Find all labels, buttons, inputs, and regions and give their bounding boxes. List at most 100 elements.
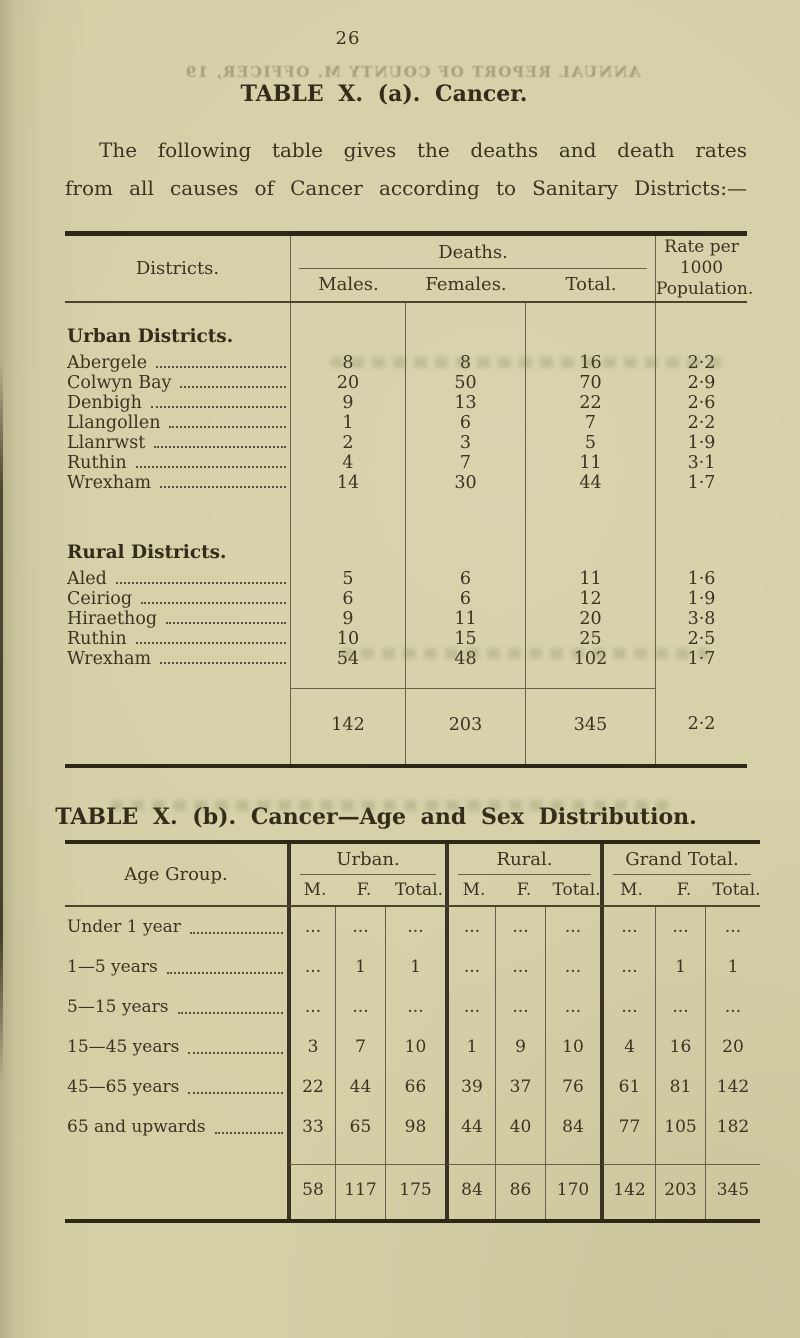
totals-grand-m: 142 xyxy=(600,1164,655,1219)
cell-urban-f: 65 xyxy=(335,1107,385,1147)
age-label: 45—65 years xyxy=(67,1077,180,1097)
col-header-rural-group: Rural. M. F. Total. xyxy=(445,844,601,905)
table-a-totals-row: 142 203 345 2·2 xyxy=(65,688,747,764)
rate-value: 2·2 xyxy=(655,353,747,373)
dot-leader xyxy=(188,1052,283,1054)
rate-value: 1·9 xyxy=(655,589,747,609)
rural-group-label: Rural. xyxy=(496,849,553,870)
district-row-denbigh: Denbigh 9 13 22 2·6 xyxy=(65,393,747,413)
males-value: 8 xyxy=(290,353,405,373)
males-value: 2 xyxy=(290,433,405,453)
cell-urban-f: 44 xyxy=(335,1067,385,1107)
district-row-ruthin-rural: Ruthin 10 15 25 2·5 xyxy=(65,629,747,649)
district-label: Llanrwst xyxy=(67,433,146,453)
rate-line-1: Rate per xyxy=(664,237,739,257)
males-value: 20 xyxy=(290,373,405,393)
district-label: Wrexham xyxy=(67,473,152,493)
table-a-title: TABLE X. (a). Cancer. xyxy=(240,81,528,107)
dot-leader xyxy=(135,642,286,644)
females-value: 3 xyxy=(405,433,525,453)
dot-leader xyxy=(115,582,286,584)
dot-leader xyxy=(169,426,286,428)
cell-grand-m: ... xyxy=(600,907,655,947)
cell-urban-total: 1 xyxy=(385,947,445,987)
cell-urban-m: ... xyxy=(287,907,335,947)
urban-total-header: Total. xyxy=(394,880,444,900)
col-header-males: Males. xyxy=(318,274,379,295)
cell-grand-m: 61 xyxy=(600,1067,655,1107)
cell-urban-total: 66 xyxy=(385,1067,445,1107)
age-row-15-45: 15—45 years 3 7 10 1 9 10 4 16 20 xyxy=(65,1027,760,1067)
total-value: 5 xyxy=(525,433,655,453)
total-value: 12 xyxy=(525,589,655,609)
females-value: 6 xyxy=(405,569,525,589)
age-label: 65 and upwards xyxy=(67,1117,206,1137)
dot-leader xyxy=(150,406,286,408)
col-header-rate: Rate per 1000 Population. xyxy=(655,236,753,301)
females-value: 13 xyxy=(405,393,525,413)
table-b-totals-gap xyxy=(65,1147,760,1164)
cell-urban-f: 7 xyxy=(335,1027,385,1067)
district-row-wrexham-rural: Wrexham 54 48 102 1·7 xyxy=(65,649,747,669)
totals-urban-f: 117 xyxy=(335,1164,385,1219)
cell-grand-m: 77 xyxy=(600,1107,655,1147)
cell-urban-total: 10 xyxy=(385,1027,445,1067)
totals-urban-m: 58 xyxy=(287,1164,335,1219)
cell-urban-m: ... xyxy=(287,987,335,1027)
intro-line-1: The following table gives the deaths and… xyxy=(99,138,747,162)
totals-females: 203 xyxy=(405,688,525,764)
dot-leader xyxy=(166,622,286,624)
cell-grand-m: ... xyxy=(600,947,655,987)
deaths-underline xyxy=(299,268,647,269)
cell-urban-f: 1 xyxy=(335,947,385,987)
district-row-wrexham-urban: Wrexham 14 30 44 1·7 xyxy=(65,473,747,493)
show-through-smudge xyxy=(110,800,670,811)
males-value: 10 xyxy=(290,629,405,649)
deaths-subheaders: Males. Females. Total. xyxy=(291,269,655,301)
show-through-smudge xyxy=(330,357,730,368)
females-value: 6 xyxy=(405,589,525,609)
totals-rural-m: 84 xyxy=(445,1164,495,1219)
dot-leader xyxy=(214,1132,283,1134)
district-label: Aled xyxy=(67,569,107,589)
total-value: 16 xyxy=(525,353,655,373)
rate-value: 2·2 xyxy=(655,413,747,433)
show-through-text: ANNUAL REPORT OF COUNTY M. OFFICER, 19 xyxy=(184,63,641,81)
rural-m-header: M. xyxy=(462,880,486,900)
cell-rural-m: ... xyxy=(445,947,495,987)
urban-group-label: Urban. xyxy=(336,849,400,870)
table-b: Age Group. Urban. M. F. Total. Rural. M.… xyxy=(65,840,761,1223)
dot-leader xyxy=(154,446,286,448)
cell-rural-f: 9 xyxy=(495,1027,545,1067)
col-header-urban-group: Urban. M. F. Total. xyxy=(287,844,445,905)
rate-value: 3·8 xyxy=(655,609,747,629)
section-header-rural: Rural Districts. xyxy=(65,493,747,569)
cell-rural-m: 1 xyxy=(445,1027,495,1067)
cell-grand-total: 20 xyxy=(705,1027,760,1067)
rate-value: 3·1 xyxy=(655,453,747,473)
age-row-1-5: 1—5 years ... 1 1 ... ... ... ... 1 1 xyxy=(65,947,760,987)
cell-rural-f: 40 xyxy=(495,1107,545,1147)
cell-rural-total: ... xyxy=(545,947,600,987)
grand-total-underline xyxy=(613,874,751,875)
cell-urban-m: 22 xyxy=(287,1067,335,1107)
col-header-grand-total-group: Grand Total. M. F. Total. xyxy=(600,844,761,905)
cell-grand-total: ... xyxy=(705,907,760,947)
females-value: 6 xyxy=(405,413,525,433)
males-value: 9 xyxy=(290,393,405,413)
urban-f-header: F. xyxy=(356,880,372,900)
rate-value: 1·6 xyxy=(655,569,747,589)
age-label: 15—45 years xyxy=(67,1037,180,1057)
col-header-females: Females. xyxy=(425,274,507,295)
totals-grand-f: 203 xyxy=(655,1164,705,1219)
cell-rural-total: ... xyxy=(545,987,600,1027)
district-row-llanrwst: Llanrwst 2 3 5 1·9 xyxy=(65,433,747,453)
page-edge-shadow xyxy=(0,360,3,1080)
cell-grand-m: ... xyxy=(600,987,655,1027)
age-row-5-15: 5—15 years ... ... ... ... ... ... ... .… xyxy=(65,987,760,1027)
table-a-header: Districts. Deaths. Males. Females. Total… xyxy=(65,236,753,303)
dot-leader xyxy=(160,486,286,488)
cell-rural-f: 37 xyxy=(495,1067,545,1107)
col-header-age-group: Age Group. xyxy=(124,864,228,885)
district-row-ruthin-urban: Ruthin 4 7 11 3·1 xyxy=(65,453,747,473)
